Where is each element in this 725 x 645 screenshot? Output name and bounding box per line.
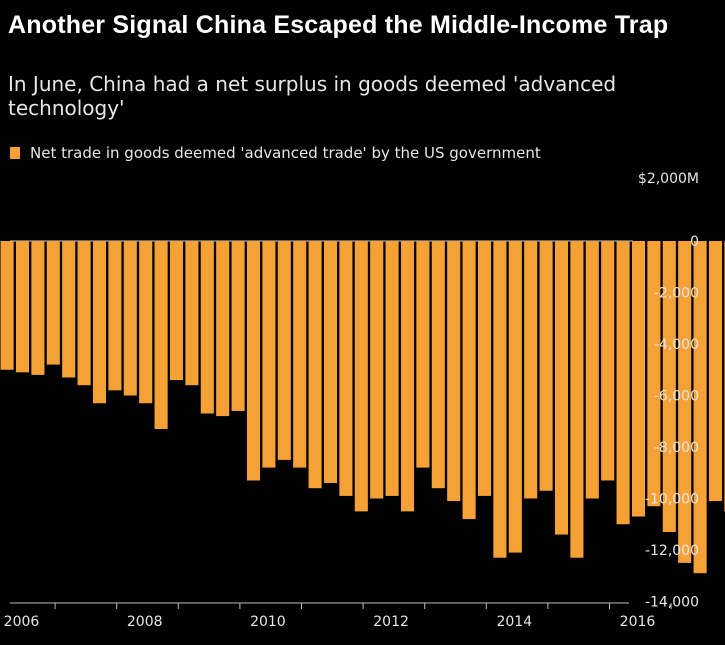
bar	[339, 241, 353, 496]
bar	[400, 241, 415, 512]
bar	[462, 241, 476, 520]
bar	[585, 241, 599, 499]
bar	[0, 241, 14, 370]
legend-swatch	[10, 147, 20, 159]
x-tick-label: 2014	[496, 614, 532, 630]
bar	[154, 241, 168, 429]
bar	[662, 241, 676, 532]
bar	[508, 241, 522, 553]
bar	[77, 241, 91, 386]
y-tick-label: -8,000	[654, 440, 699, 456]
bar	[678, 241, 692, 563]
bar	[308, 241, 322, 489]
bar	[277, 241, 291, 460]
x-tick-label: 2008	[127, 614, 163, 630]
bar	[647, 241, 661, 507]
bar	[416, 241, 430, 468]
y-tick-label: -12,000	[645, 543, 699, 559]
bar	[477, 241, 492, 496]
bar	[46, 241, 60, 365]
y-tick-label: -2,000	[654, 286, 699, 302]
y-tick-label: -6,000	[654, 389, 699, 405]
bars-group	[0, 241, 725, 574]
x-tick-label: 2006	[4, 614, 40, 630]
bar	[31, 241, 45, 375]
bar	[370, 241, 384, 499]
bar	[216, 241, 230, 417]
bar	[693, 241, 707, 574]
bar	[601, 241, 615, 481]
bar	[139, 241, 153, 404]
bar	[385, 241, 399, 496]
bar	[169, 241, 184, 381]
y-axis: $2,000M 0 -2,000 -4,000 -6,000 -8,000 -10,000 -…	[638, 171, 699, 611]
y-tick-label: -14,000	[645, 595, 699, 611]
y-tick-label: -4,000	[654, 337, 699, 353]
chart-subtitle: In June, China had a net surplus in good…	[8, 72, 617, 120]
bar	[123, 241, 137, 396]
y-tick-label: 0	[690, 234, 699, 250]
y-tick-label: -10,000	[645, 492, 699, 508]
x-tick-label: 2010	[250, 614, 286, 630]
bar	[62, 241, 76, 378]
bar	[570, 241, 584, 558]
bar	[616, 241, 630, 525]
bar	[431, 241, 445, 489]
bar	[293, 241, 307, 468]
x-axis: 2006200820102012201420162018202020222024	[4, 602, 672, 630]
legend: Net trade in goods deemed 'advanced trad…	[10, 144, 541, 162]
bar	[200, 241, 214, 414]
y-axis-top-label: $2,000M	[638, 171, 699, 187]
legend-label: Net trade in goods deemed 'advanced trad…	[30, 144, 541, 162]
bar	[354, 241, 368, 512]
bar	[631, 241, 646, 517]
bar	[108, 241, 122, 391]
bar	[15, 241, 30, 373]
x-tick-label: 2012	[373, 614, 409, 630]
bar	[447, 241, 461, 502]
bar	[539, 241, 553, 491]
bar	[185, 241, 199, 386]
bar	[554, 241, 569, 535]
bar	[524, 241, 538, 499]
bar	[262, 241, 276, 468]
bar	[231, 241, 245, 411]
bar	[493, 241, 507, 558]
chart-title: Another Signal China Escaped the Middle-…	[8, 11, 669, 39]
bar	[246, 241, 261, 481]
x-tick-label: 2016	[620, 614, 656, 630]
bar	[323, 241, 338, 484]
bar	[92, 241, 107, 404]
bar	[708, 241, 723, 502]
